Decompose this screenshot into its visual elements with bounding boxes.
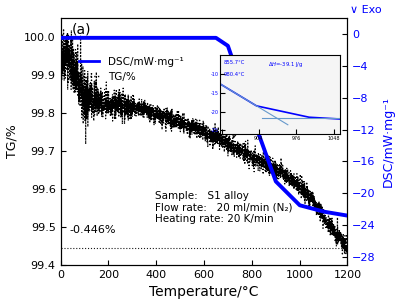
Text: Sample:   S1 alloy
Flow rate:   20 ml/min (N₂)
Heating rate: 20 K/min: Sample: S1 alloy Flow rate: 20 ml/min (N…	[155, 191, 293, 224]
Y-axis label: TG/%: TG/%	[6, 124, 18, 158]
Text: -0.446%: -0.446%	[69, 225, 116, 235]
Text: ∨ Exo: ∨ Exo	[350, 5, 382, 16]
Text: (a): (a)	[72, 23, 92, 37]
Text: $\Delta H$=-39.1 J/g: $\Delta H$=-39.1 J/g	[268, 60, 303, 70]
X-axis label: Temperature/°C: Temperature/°C	[149, 285, 259, 300]
Text: 980.4°C: 980.4°C	[224, 72, 245, 77]
Y-axis label: DSC/mW·mg⁻¹: DSC/mW·mg⁻¹	[382, 96, 394, 187]
Legend: DSC/mW·mg⁻¹, TG/%: DSC/mW·mg⁻¹, TG/%	[74, 53, 188, 86]
Text: 855.7°C: 855.7°C	[224, 60, 245, 66]
